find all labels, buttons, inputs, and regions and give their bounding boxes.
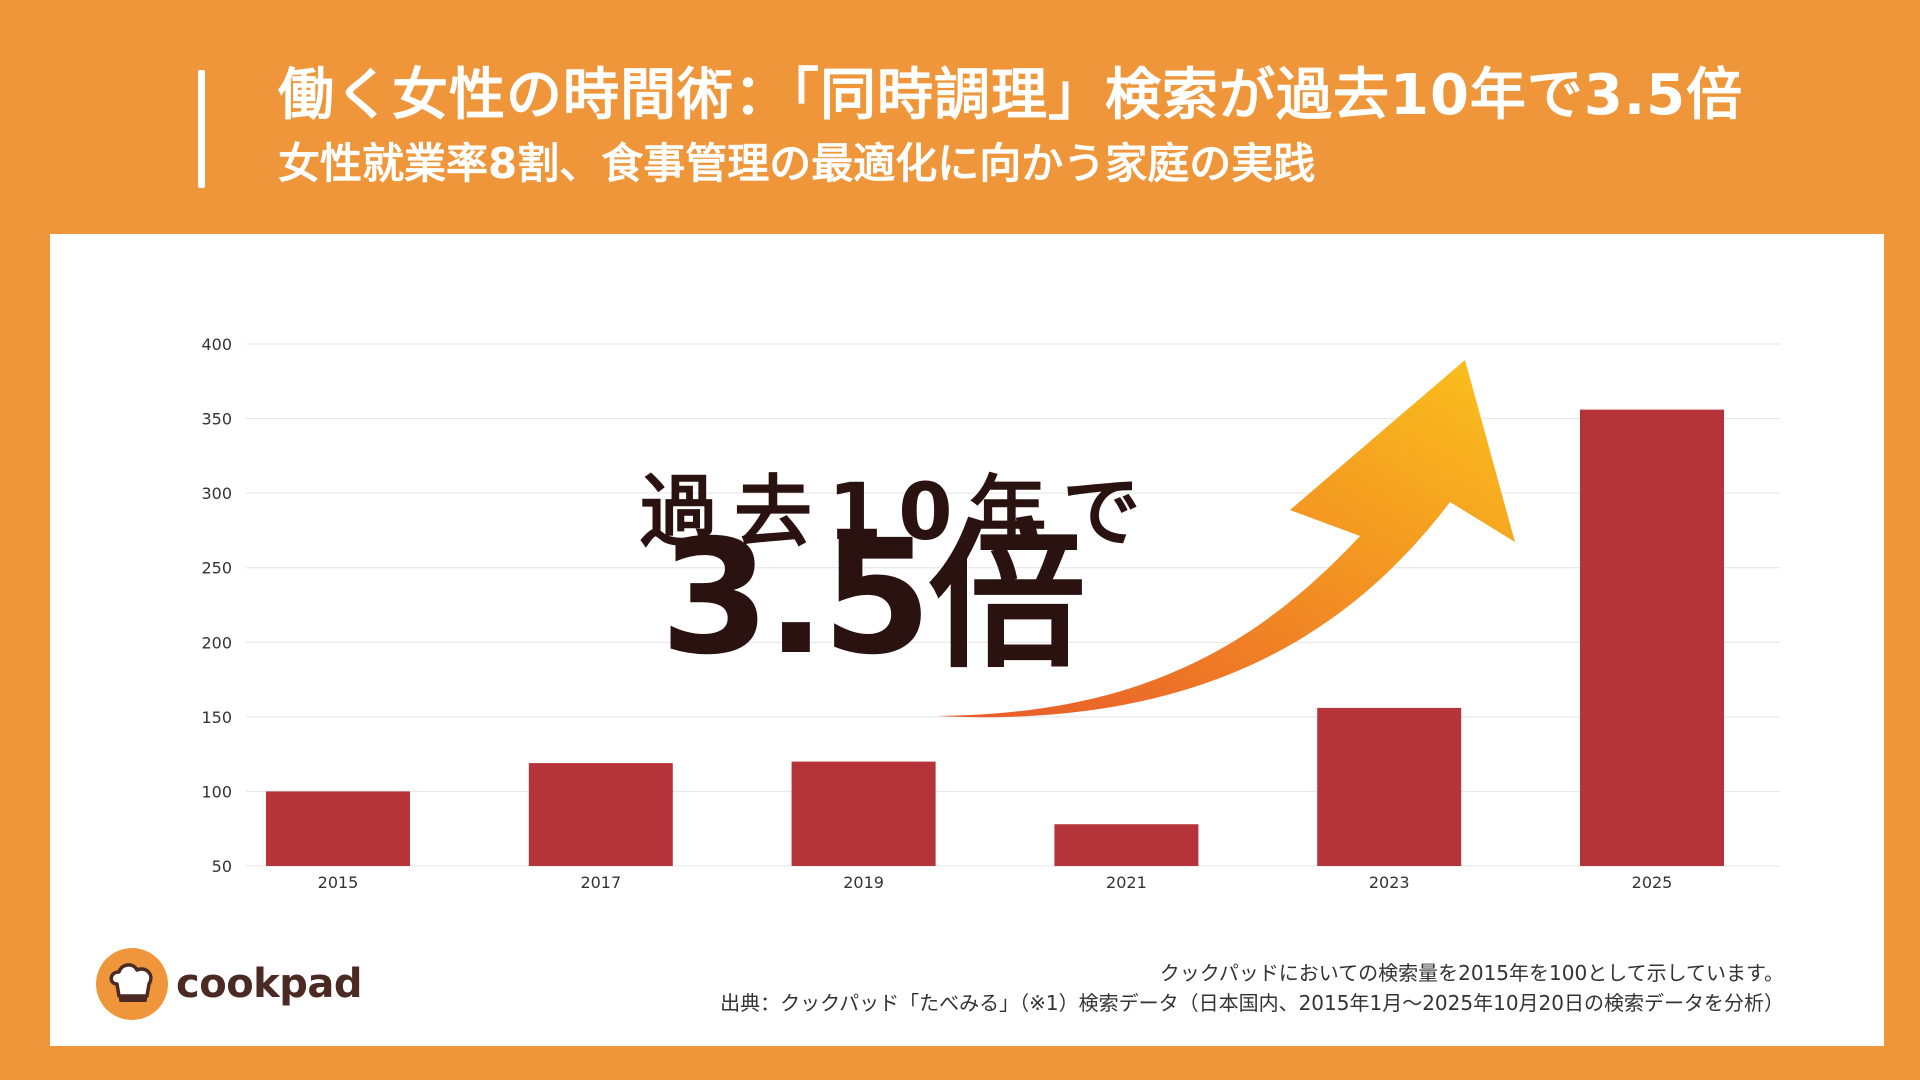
- note-line-1: クックパッドにおいての検索量を2015年を100として示しています。: [1159, 961, 1784, 985]
- y-tick-label: 100: [201, 782, 232, 801]
- bar-2021: [1054, 824, 1199, 866]
- y-tick-label: 200: [201, 633, 232, 652]
- bar-chart: 50 100 150 200 250 300 350 400 2015 2017 2019 2021 2…: [201, 335, 1780, 892]
- x-tick-label: 2015: [318, 873, 359, 892]
- x-tick-label: 2021: [1106, 873, 1147, 892]
- bar-2025: [1580, 409, 1724, 866]
- header-accent-bar: [198, 70, 205, 188]
- bar-2017: [528, 763, 673, 866]
- source-note: クックパッドにおいての検索量を2015年を100として示しています。 出典：クッ…: [720, 958, 1784, 1018]
- y-tick-label: 400: [201, 335, 232, 354]
- x-tick-label: 2023: [1369, 873, 1410, 892]
- x-tick-label: 2025: [1632, 873, 1673, 892]
- x-tick-label: 2017: [580, 873, 621, 892]
- cookpad-logo[interactable]: cookpad: [96, 948, 363, 1020]
- growth-arrow-icon: [937, 360, 1515, 718]
- chef-hat-icon: [96, 948, 168, 1020]
- overlay-heading: 過去10年で: [640, 468, 1157, 558]
- overlay-multiplier: 3.5倍: [660, 506, 1086, 690]
- page-title: 働く女性の時間術：「同時調理」検索が過去10年で3.5倍: [278, 63, 1744, 128]
- y-tick-label: 350: [201, 410, 232, 429]
- bar-2019: [791, 761, 936, 866]
- note-line-2: 出典：クックパッド「たべみる」（※1）検索データ（日本国内、2015年1月～20…: [720, 991, 1784, 1015]
- y-tick-label: 150: [201, 708, 232, 727]
- logo-text: cookpad: [176, 961, 363, 1007]
- y-tick-label: 250: [201, 559, 232, 578]
- bar-2015: [266, 791, 410, 866]
- page-subtitle: 女性就業率8割、食事管理の最適化に向かう家庭の実践: [278, 139, 1316, 188]
- y-tick-label: 300: [201, 484, 232, 503]
- chart-panel: 50 100 150 200 250 300 350 400 2015 2017 2019 2021 2…: [50, 234, 1884, 1046]
- bar-2023: [1317, 707, 1462, 866]
- y-tick-label: 50: [212, 857, 232, 876]
- x-tick-label: 2019: [843, 873, 884, 892]
